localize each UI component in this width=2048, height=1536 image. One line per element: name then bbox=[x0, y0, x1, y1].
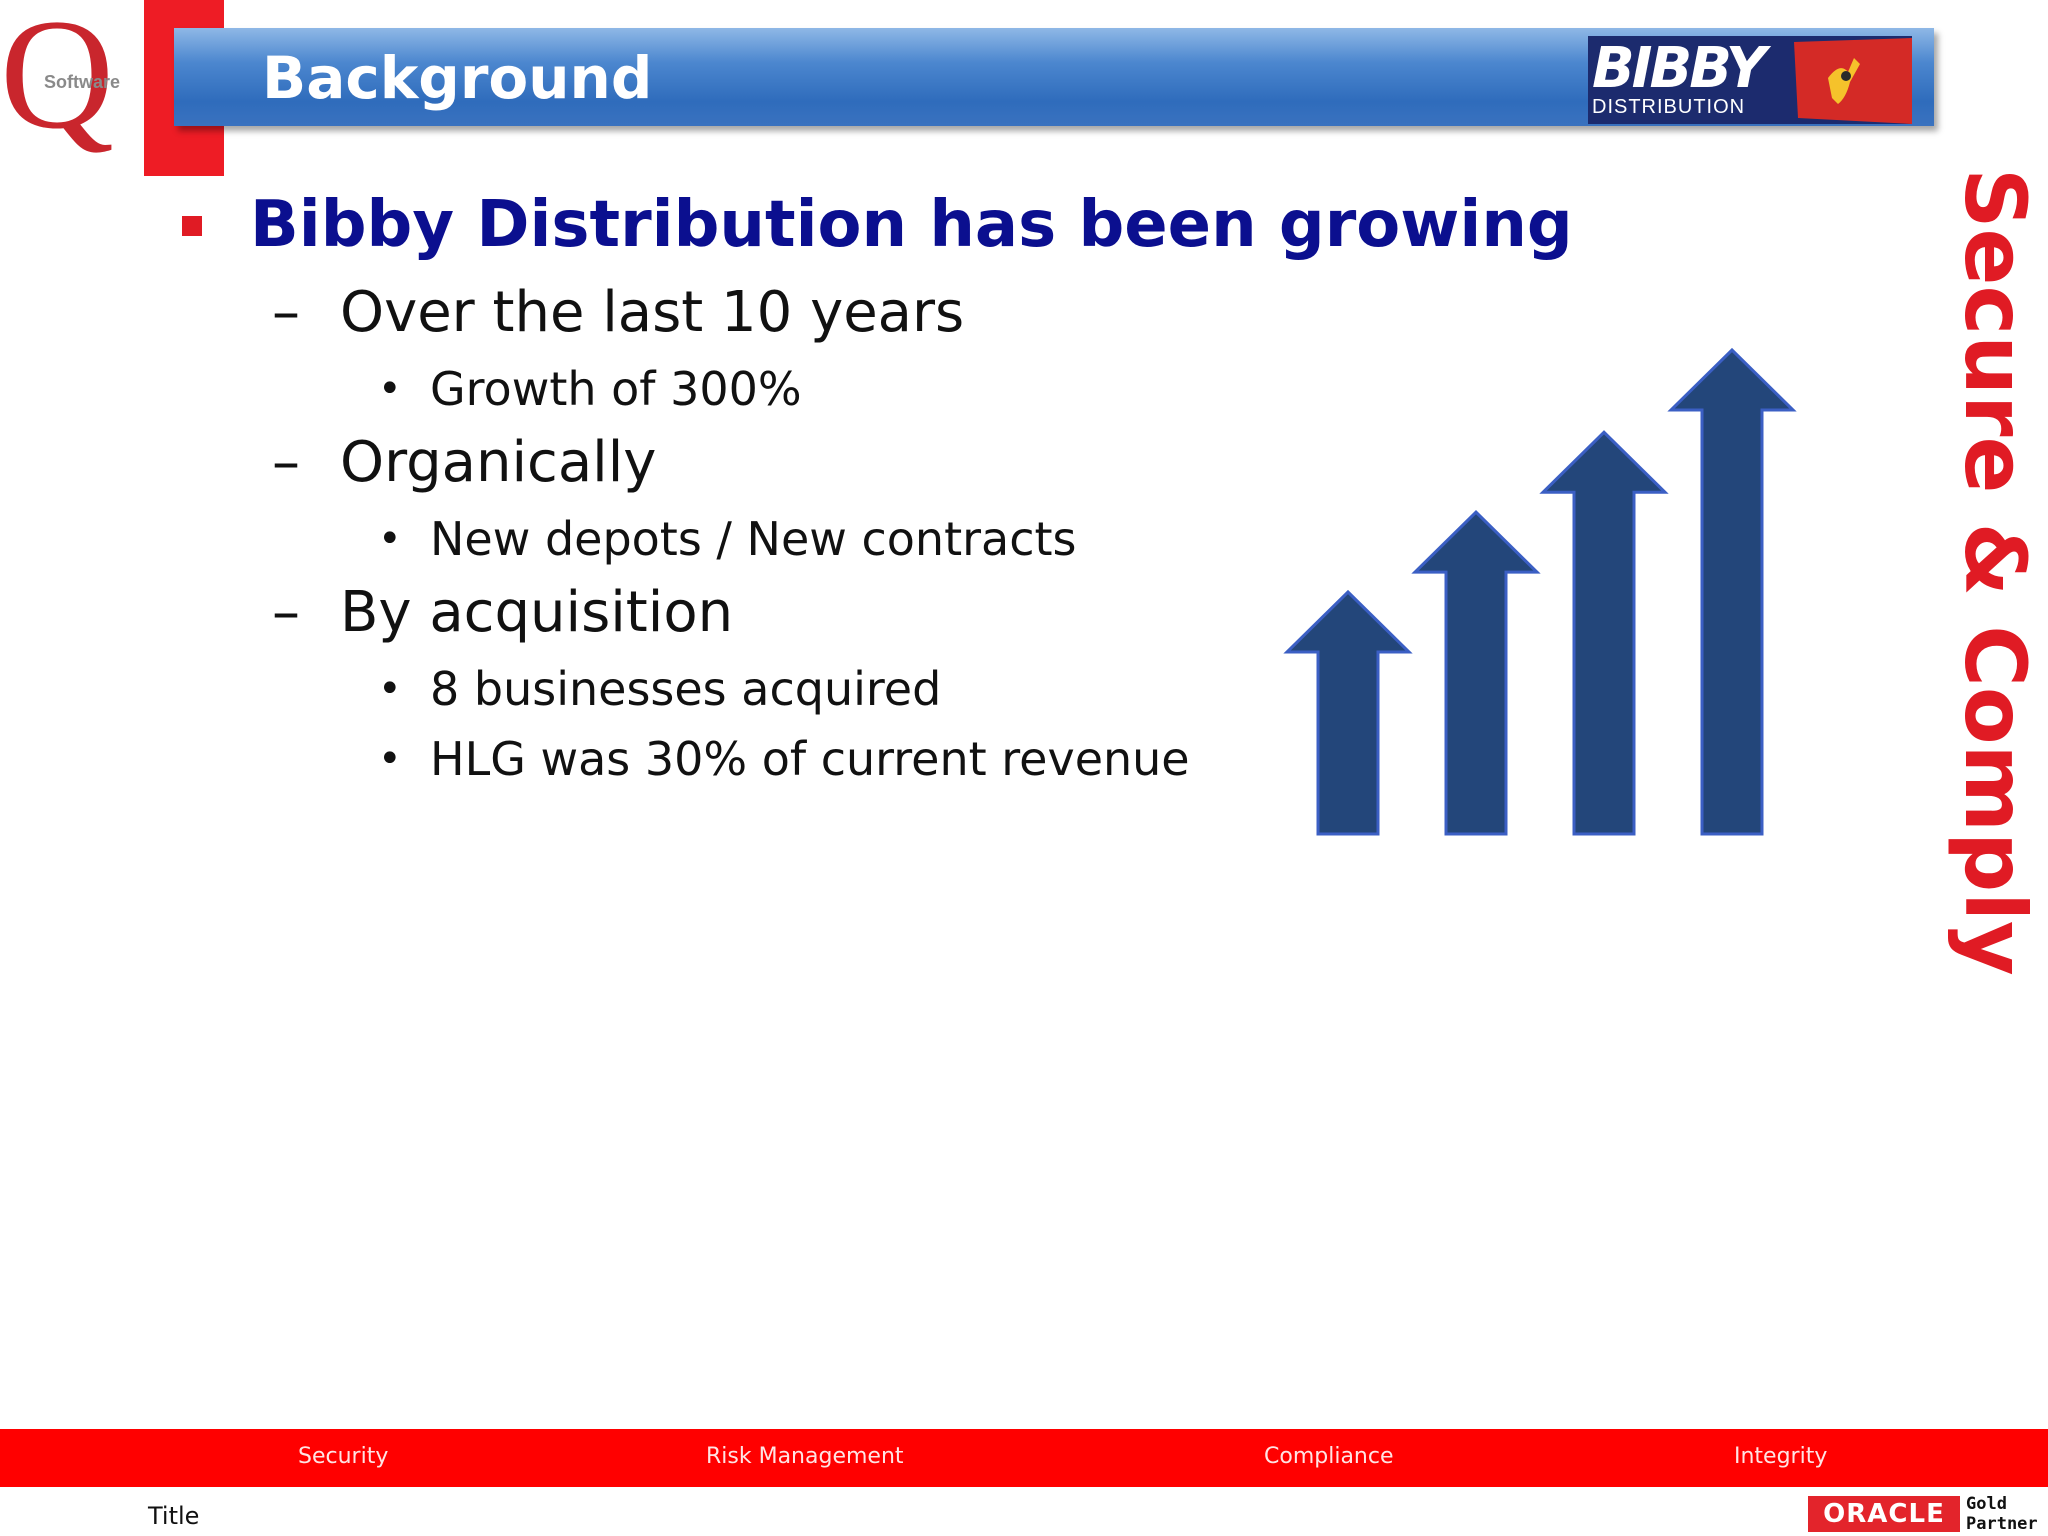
sub-point-text: New depots / New contracts bbox=[430, 512, 1077, 566]
up-arrow-icon bbox=[1283, 589, 1413, 836]
sub-point-text: Growth of 300% bbox=[430, 362, 802, 416]
flag-icon bbox=[1794, 38, 1912, 124]
dot-bullet: • bbox=[378, 366, 402, 412]
footer-item-integrity: Integrity bbox=[1734, 1444, 1828, 1469]
oracle-line2: Partner bbox=[1966, 1514, 2038, 1534]
oracle-line1: Gold bbox=[1966, 1494, 2007, 1514]
point-text: Organically bbox=[340, 430, 657, 495]
oracle-gold-partner-logo: ORACLE Gold Partner bbox=[1808, 1494, 2044, 1536]
q-software-logo: Q Software bbox=[0, 0, 140, 154]
up-arrow-icon bbox=[1539, 430, 1669, 836]
footer-item-security: Security bbox=[298, 1444, 389, 1469]
logo-word: Software bbox=[44, 72, 121, 92]
slide-title: Background bbox=[262, 44, 653, 112]
sub-point-text: 8 businesses acquired bbox=[430, 662, 942, 716]
dash-bullet: – bbox=[272, 280, 300, 345]
point-text: By acquisition bbox=[340, 580, 734, 645]
side-text: Secure & Comply bbox=[1946, 168, 2044, 976]
main-heading: Bibby Distribution has been growing bbox=[250, 188, 1573, 262]
dot-bullet: • bbox=[378, 736, 402, 782]
footer-item-compliance: Compliance bbox=[1264, 1444, 1394, 1469]
dash-bullet: – bbox=[272, 580, 300, 645]
bibby-name: BIBBY bbox=[1592, 36, 1766, 101]
logo-letter: Q bbox=[0, 0, 115, 162]
footer-bar bbox=[0, 1429, 2048, 1487]
up-arrow-icon bbox=[1667, 347, 1797, 836]
footer-title: Title bbox=[148, 1502, 200, 1530]
footer-item-risk-management: Risk Management bbox=[706, 1444, 904, 1469]
dot-bullet: • bbox=[378, 666, 402, 712]
point-text: Over the last 10 years bbox=[340, 280, 965, 345]
bullet-square-icon bbox=[182, 216, 202, 236]
secure-comply-label: Secure & Comply bbox=[1945, 168, 2045, 976]
dot-bullet: • bbox=[378, 516, 402, 562]
oracle-brand: ORACLE bbox=[1808, 1496, 1960, 1532]
oracle-partner-level: Gold Partner bbox=[1966, 1494, 2038, 1534]
bibby-subtitle: DISTRIBUTION bbox=[1592, 96, 1746, 118]
bibby-logo: BIBBY DISTRIBUTION bbox=[1588, 36, 1912, 124]
sub-point-text: HLG was 30% of current revenue bbox=[430, 732, 1190, 786]
dash-bullet: – bbox=[272, 430, 300, 495]
up-arrow-icon bbox=[1411, 510, 1541, 836]
growth-arrows-graphic bbox=[1283, 347, 1797, 836]
